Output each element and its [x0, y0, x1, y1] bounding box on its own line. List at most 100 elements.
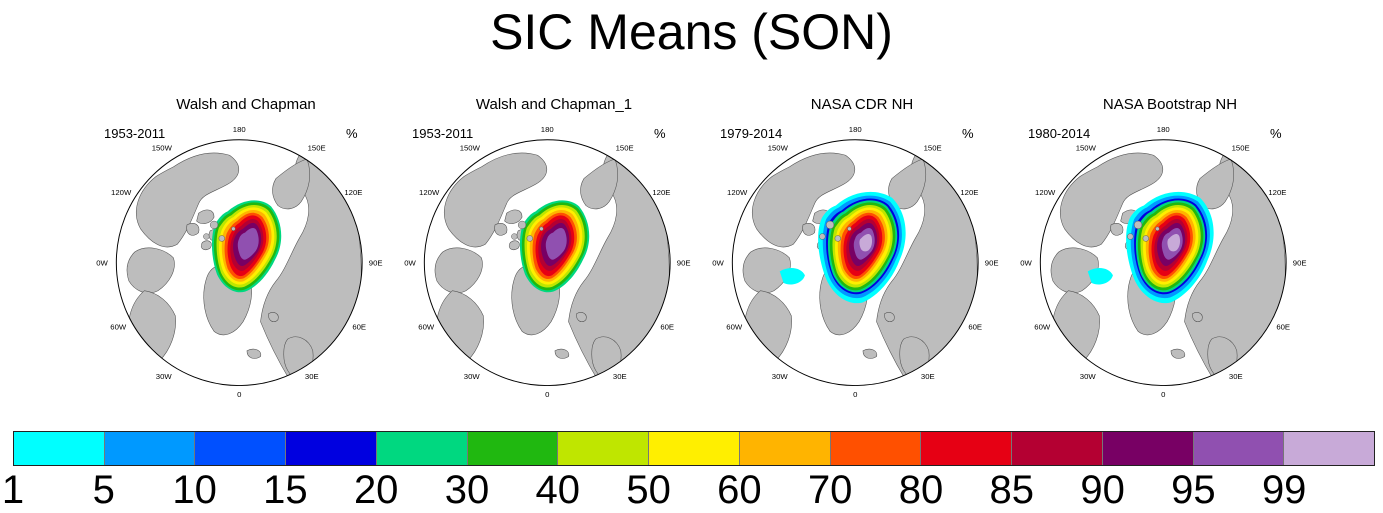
island — [231, 226, 236, 231]
longitude-label: 120E — [960, 188, 978, 197]
island — [1155, 226, 1160, 231]
map-boundary — [1039, 139, 1287, 387]
longitude-label: 30W — [156, 372, 173, 381]
longitude-label: 90E — [369, 259, 383, 268]
land-mass — [1191, 312, 1203, 322]
longitude-label: 120W — [419, 188, 440, 197]
longitude-label: 120W — [727, 188, 748, 197]
colorbar-swatch — [104, 432, 196, 465]
longitude-label: 180 — [233, 125, 246, 134]
colorbar-swatch — [558, 432, 650, 465]
longitude-label: 120W — [111, 188, 132, 197]
island — [1127, 233, 1134, 240]
sea-ice-contour — [779, 267, 805, 285]
colorbar-swatch — [830, 432, 922, 465]
colorbar-label: 30 — [444, 468, 490, 512]
colorbar-swatch — [467, 432, 559, 465]
map-panel: 180 150E 120E 90E 60E 30E 0 30W 60W 90W 120W 150W Wa… — [404, 92, 704, 412]
longitude-label: 60E — [1276, 322, 1290, 331]
land-mass — [802, 223, 816, 236]
land-mass — [575, 312, 587, 322]
longitude-label: 150W — [152, 143, 173, 152]
polar-map: 180 150E 120E 90E 60E 30E 0 30W 60W 90W 120W 150W — [96, 125, 383, 399]
island — [539, 226, 544, 231]
colorbar-swatch — [286, 432, 377, 465]
colorbar-label: 1 — [1, 468, 25, 512]
polar-map: 180 150E 120E 90E 60E 30E 0 30W 60W 90W 120W 150W — [712, 125, 999, 399]
colorbar-label: 10 — [172, 468, 217, 512]
longitude-label: 30E — [1229, 372, 1243, 381]
longitude-label: 30E — [613, 372, 627, 381]
longitude-label: 90E — [677, 259, 691, 268]
longitude-label: 90W — [1020, 259, 1033, 268]
colorbar-label: 50 — [626, 468, 671, 512]
longitude-label: 150E — [308, 143, 326, 152]
colorbar-label: 99 — [1261, 468, 1307, 512]
land-mass — [1110, 223, 1124, 236]
colorbar-label: 60 — [717, 468, 762, 512]
land-mass — [200, 240, 212, 250]
longitude-label: 30W — [1080, 372, 1097, 381]
sea-ice-contour — [237, 228, 259, 260]
panel-title: Walsh and Chapman_1 — [475, 96, 633, 113]
longitude-label: 30W — [772, 372, 789, 381]
longitude-label: 60E — [968, 322, 982, 331]
land-mass — [554, 348, 570, 359]
longitude-label: 120W — [1035, 188, 1056, 197]
longitude-label: 0 — [1161, 390, 1165, 399]
polar-map: 180 150E 120E 90E 60E 30E 0 30W 60W 90W 120W 150W — [1020, 125, 1307, 399]
colorbar-swatch — [649, 432, 740, 465]
panel-period: 1979-2014 — [720, 126, 783, 141]
colorbar-label: 5 — [92, 468, 115, 512]
longitude-label: 90E — [985, 259, 999, 268]
land-mass — [580, 158, 619, 210]
land-mass — [508, 240, 520, 250]
land-mass — [186, 223, 200, 236]
longitude-label: 0 — [237, 390, 241, 399]
land-mass — [742, 247, 791, 294]
island — [825, 220, 835, 230]
island — [1133, 220, 1143, 230]
map-panel: 180 150E 120E 90E 60E 30E 0 30W 60W 90W 120W 150W NA… — [712, 92, 1012, 412]
colorbar — [13, 431, 1375, 466]
colorbar-swatch — [376, 432, 468, 465]
longitude-label: 180 — [1157, 125, 1170, 134]
longitude-label: 60W — [110, 322, 127, 331]
longitude-label: 150W — [1076, 143, 1097, 152]
polar-map: 180 150E 120E 90E 60E 30E 0 30W 60W 90W 120W 150W — [404, 125, 691, 399]
longitude-label: 60W — [1034, 322, 1051, 331]
island — [1142, 235, 1149, 242]
longitude-label: 0 — [853, 390, 857, 399]
map-panel: 180 150E 120E 90E 60E 30E 0 30W 60W 90W 120W 150W Wa… — [96, 92, 396, 412]
colorbar-swatch — [739, 432, 831, 465]
colorbar-label: 95 — [1171, 468, 1216, 512]
colorbar-swatch — [14, 432, 105, 465]
panel-title: Walsh and Chapman — [176, 96, 316, 113]
land-mass — [196, 209, 215, 224]
map-panel: 180 150E 120E 90E 60E 30E 0 30W 60W 90W 120W 150W NA… — [1020, 92, 1320, 412]
panel-period: 1953-2011 — [104, 126, 166, 141]
colorbar-label: 90 — [1080, 468, 1125, 512]
longitude-label: 60W — [726, 322, 743, 331]
colorbar-swatch — [921, 432, 1013, 465]
colorbar-label: 85 — [989, 468, 1035, 512]
colorbar-label: 40 — [535, 468, 581, 512]
longitude-label: 90E — [1293, 259, 1307, 268]
island — [847, 226, 852, 231]
longitude-label: 150W — [460, 143, 481, 152]
colorbar-swatch — [1193, 432, 1285, 465]
land-mass — [126, 247, 175, 294]
island — [517, 220, 527, 230]
colorbar-label: 70 — [807, 468, 853, 512]
longitude-label: 90W — [96, 259, 109, 268]
land-mass — [1050, 247, 1099, 294]
units-label: % — [1270, 126, 1282, 141]
units-label: % — [962, 126, 974, 141]
land-mass — [1170, 348, 1186, 359]
land-mass — [267, 312, 279, 322]
units-label: % — [346, 126, 358, 141]
longitude-label: 60E — [352, 322, 366, 331]
sea-ice-contour — [1167, 234, 1181, 252]
longitude-label: 30W — [464, 372, 481, 381]
colorbar-swatch — [1102, 432, 1194, 465]
